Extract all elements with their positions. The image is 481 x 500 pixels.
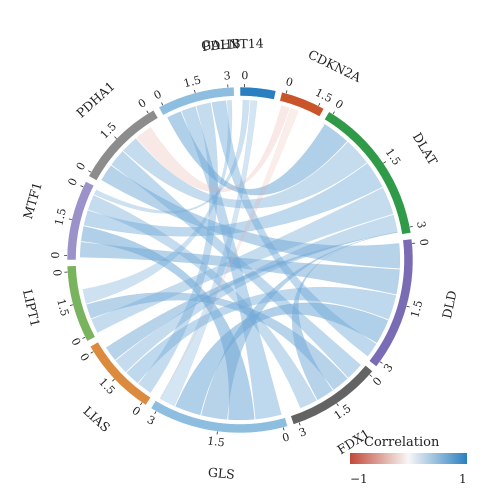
arcs-layer [66,86,414,434]
tick-label-cdkn2a: 0 [284,75,294,89]
ribbon-galnt14-mtf1 [93,99,250,214]
ribbon-pdhb-lias [138,102,219,393]
segment-label-gls: GLS [207,465,235,482]
tick-label-pdhb: 1.5 [182,73,202,90]
arc-dld [368,238,414,367]
ribbon-cdkn2a-gls [159,107,299,399]
ribbon-mtf1-dlat [83,162,383,237]
ribbon-fdx1-mtf1 [87,195,317,409]
tick-label-mtf1: 1.5 [52,207,69,227]
tick-label-pdhb: 0 [152,88,164,103]
legend-max-label: 1 [459,472,467,486]
arc-mtf1 [66,181,95,261]
tick-mark [114,136,117,140]
segment-label-lias: LIAS [80,403,113,435]
arc-lipt1 [66,265,96,342]
tick-label-galnt14: 0 [241,69,248,82]
tick-label-dld: 1.5 [408,299,425,319]
arc-cdkn2a [279,91,325,117]
arc-pdhb [158,86,235,116]
tick-mark [336,403,339,407]
segment-label-dlat: DLAT [410,130,441,168]
ribbon-dld-pdhb [211,100,377,357]
tick-mark [161,102,164,106]
tick-label-dlat: 0 [333,97,346,112]
ribbon-pdha1-dlat [123,138,368,209]
tick-mark [332,111,335,115]
tick-mark [298,422,301,426]
tick-mark [68,218,72,221]
tick-label-gls: 3 [145,413,157,428]
ribbon-fdx1-dlat [291,231,398,401]
ribbon-lias-dlat [115,214,398,373]
tick-mark [90,351,94,354]
tick-mark [369,374,373,377]
ribbon-dlat-lias [105,231,398,361]
tick-label-dlat: 3 [414,220,428,229]
tick-label-lipt1: 1.5 [54,297,71,317]
ribbon-gls-dld [175,302,389,416]
tick-mark [282,427,285,431]
ribbon-galnt14-gls [159,100,258,407]
ribbon-mtf1-gls [80,225,255,421]
tick-label-dld: 3 [381,361,396,374]
tick-label-dld: 0 [417,238,431,246]
tick-mark [194,89,196,93]
tick-mark [69,304,73,306]
tick-mark [318,103,321,107]
arc-dlat [324,111,412,235]
segment-label-galnt14: GALNT14 [201,36,264,53]
tick-label-lias: 0 [77,351,92,364]
tick-label-mtf1: 0 [65,176,80,188]
arc-pdha1 [88,109,159,181]
segment-label-cdkn2a: CDKN2A [306,47,365,86]
tick-label-dlat: 1.5 [383,146,404,168]
segment-label-pdha1: PDHA1 [73,78,117,120]
tick-label-gls: 0 [281,430,291,444]
tick-mark [88,170,92,173]
legend-gradient-bar [350,453,467,464]
segment-label-lipt1: LIPT1 [20,288,43,328]
ribbon-cdkn2a-pdha1 [136,105,290,193]
segment-label-mtf1: MTF1 [20,180,45,220]
ribbon-pdhb-dlat [167,111,348,196]
tick-mark [379,361,383,364]
tick-label-mtf1: 0 [49,252,62,259]
arc-fdx1 [290,365,373,425]
tick-mark [112,378,115,382]
arc-gls [150,400,288,434]
ribbons-layer [79,99,401,421]
legend-title: Correlation [364,435,440,450]
tick-mark [80,185,84,188]
tick-label-lias: 0 [129,404,142,419]
tick-label-pdha1: 0 [136,96,149,111]
legend-min-label: −1 [350,472,368,486]
segment-label-dld: DLD [439,289,460,320]
tick-mark [383,161,387,164]
ribbon-lipt1-pdhb [82,99,233,304]
tick-label-pdhb: 3 [223,69,231,82]
tick-label-gls: 1.5 [207,434,226,449]
tick-label-lipt1: 0 [50,269,63,277]
tick-label-fdx1: 0 [370,375,384,389]
correlation-legend: Correlation −1 1 [350,435,467,486]
tick-label-pdha1: 0 [74,160,89,173]
ribbon-lias-dld [126,286,397,384]
tick-label-fdx1: 3 [297,425,308,440]
tick-label-lipt1: 0 [68,336,83,348]
arc-galnt14 [239,86,277,100]
tick-mark [146,110,149,114]
ribbon-pdha1-dld [101,165,401,269]
tick-mark [409,226,413,228]
tick-mark [406,305,410,308]
tick-mark [139,402,143,406]
arc-lias [89,341,152,406]
tick-mark [82,336,86,339]
segment-label-pdhb: PDHB [201,36,241,54]
tick-mark [285,90,288,94]
tick-mark [154,411,157,415]
tick-label-cdkn2a: 1.5 [313,86,334,106]
